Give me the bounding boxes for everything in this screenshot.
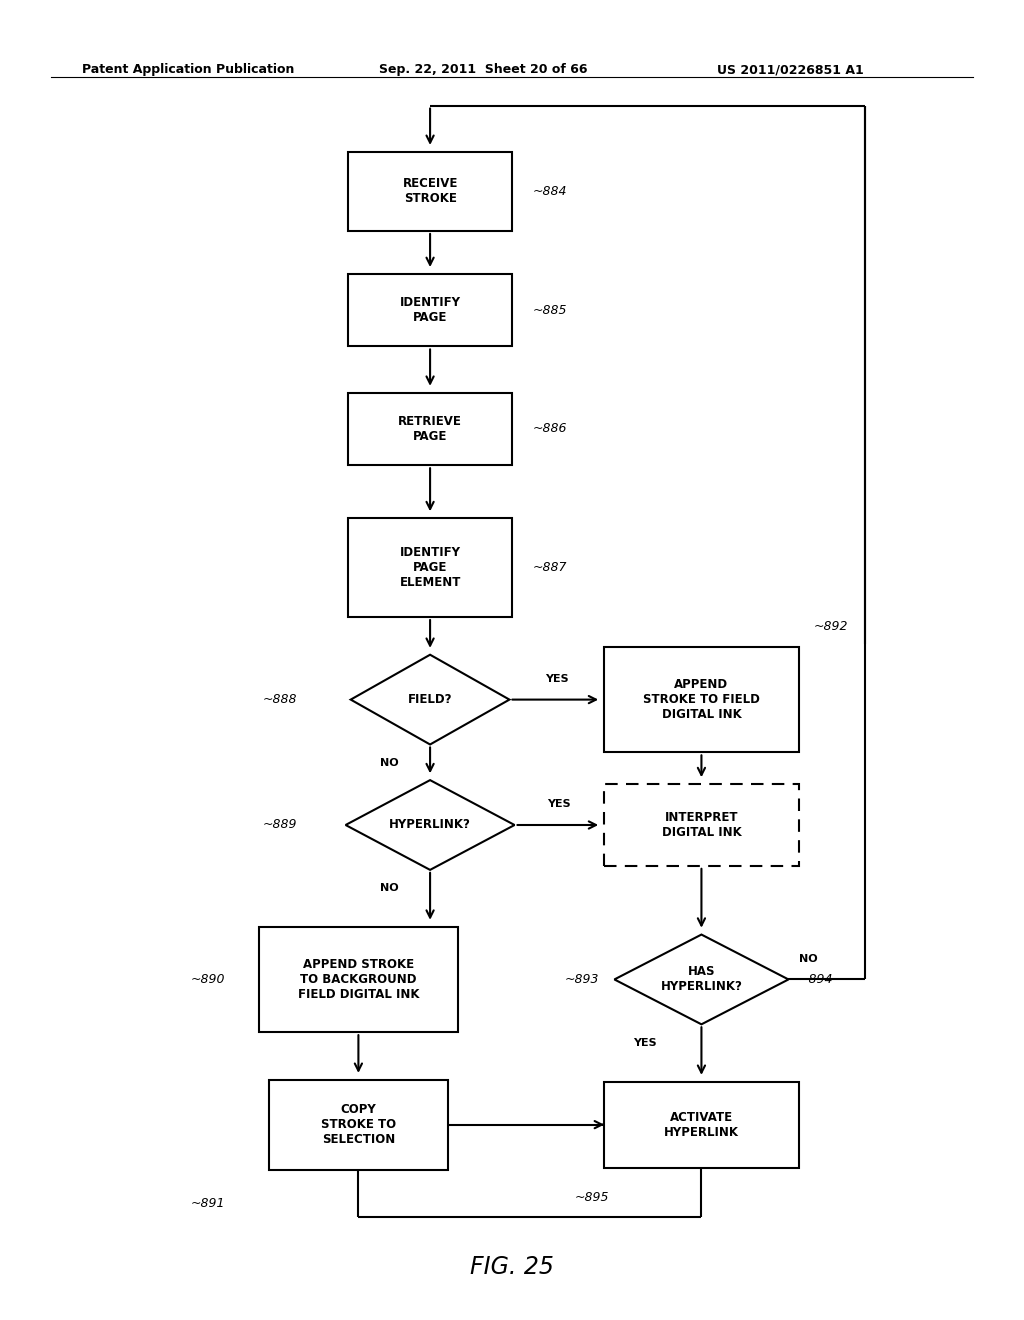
Text: NO: NO <box>799 953 817 964</box>
FancyBboxPatch shape <box>348 392 512 465</box>
Text: Patent Application Publication: Patent Application Publication <box>82 63 294 77</box>
Text: RECEIVE
STROKE: RECEIVE STROKE <box>402 177 458 206</box>
Text: IDENTIFY
PAGE
ELEMENT: IDENTIFY PAGE ELEMENT <box>399 546 461 589</box>
Text: HAS
HYPERLINK?: HAS HYPERLINK? <box>660 965 742 994</box>
Text: ~887: ~887 <box>532 561 567 574</box>
Text: IDENTIFY
PAGE: IDENTIFY PAGE <box>399 296 461 325</box>
Text: ~886: ~886 <box>532 422 567 436</box>
Polygon shape <box>345 780 514 870</box>
Text: ~890: ~890 <box>190 973 225 986</box>
Text: YES: YES <box>633 1038 657 1048</box>
Text: ~888: ~888 <box>262 693 297 706</box>
Text: YES: YES <box>545 673 568 684</box>
FancyBboxPatch shape <box>258 927 458 1032</box>
Text: ~893: ~893 <box>564 973 599 986</box>
Text: FIELD?: FIELD? <box>408 693 453 706</box>
FancyBboxPatch shape <box>604 1082 799 1168</box>
FancyBboxPatch shape <box>348 273 512 346</box>
Text: ~891: ~891 <box>190 1197 225 1210</box>
Text: NO: NO <box>380 883 398 894</box>
Text: ~895: ~895 <box>574 1191 609 1204</box>
Polygon shape <box>350 655 510 744</box>
Text: Sep. 22, 2011  Sheet 20 of 66: Sep. 22, 2011 Sheet 20 of 66 <box>379 63 588 77</box>
Text: COPY
STROKE TO
SELECTION: COPY STROKE TO SELECTION <box>321 1104 396 1146</box>
Text: APPEND
STROKE TO FIELD
DIGITAL INK: APPEND STROKE TO FIELD DIGITAL INK <box>643 678 760 721</box>
Text: HYPERLINK?: HYPERLINK? <box>389 818 471 832</box>
Text: RETRIEVE
PAGE: RETRIEVE PAGE <box>398 414 462 444</box>
FancyBboxPatch shape <box>348 519 512 618</box>
Text: ~894: ~894 <box>799 973 834 986</box>
Text: US 2011/0226851 A1: US 2011/0226851 A1 <box>717 63 863 77</box>
Text: ~892: ~892 <box>814 620 849 634</box>
FancyBboxPatch shape <box>268 1080 447 1170</box>
FancyBboxPatch shape <box>604 784 799 866</box>
FancyBboxPatch shape <box>348 152 512 231</box>
FancyBboxPatch shape <box>604 647 799 752</box>
Text: APPEND STROKE
TO BACKGROUND
FIELD DIGITAL INK: APPEND STROKE TO BACKGROUND FIELD DIGITA… <box>298 958 419 1001</box>
Text: ACTIVATE
HYPERLINK: ACTIVATE HYPERLINK <box>664 1110 739 1139</box>
Text: INTERPRET
DIGITAL INK: INTERPRET DIGITAL INK <box>662 810 741 840</box>
Text: ~884: ~884 <box>532 185 567 198</box>
Text: YES: YES <box>548 799 571 809</box>
Text: NO: NO <box>380 758 398 768</box>
Polygon shape <box>614 935 788 1024</box>
Text: FIG. 25: FIG. 25 <box>470 1255 554 1279</box>
Text: ~885: ~885 <box>532 304 567 317</box>
Text: ~889: ~889 <box>262 818 297 832</box>
